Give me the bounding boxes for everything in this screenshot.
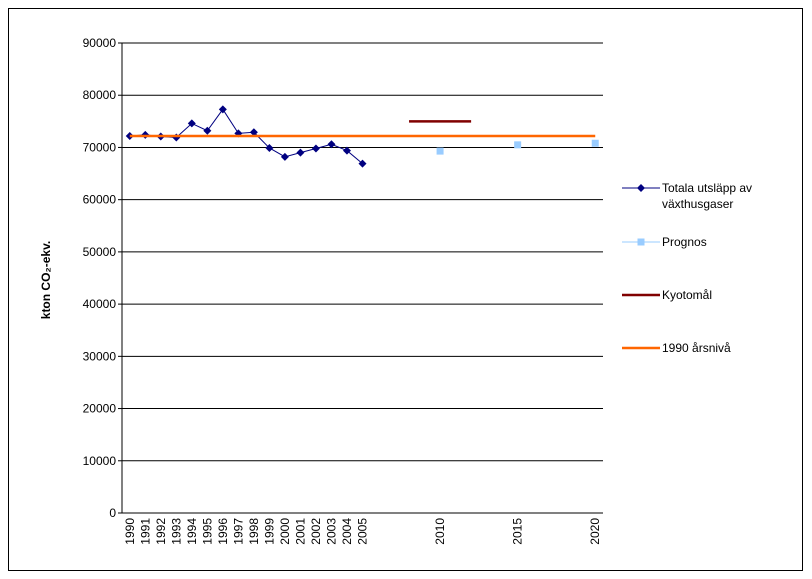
x-tick-label: 1994 xyxy=(185,518,199,545)
legend-label: Prognos xyxy=(662,235,707,249)
data-point xyxy=(249,128,258,137)
x-tick-label: 1995 xyxy=(200,518,214,545)
x-tick-label: 1990 xyxy=(123,518,137,545)
x-tick-label: 2001 xyxy=(293,518,307,545)
y-tick-label: 80000 xyxy=(83,88,117,102)
data-point xyxy=(327,140,336,149)
legend-swatch xyxy=(622,293,660,297)
y-tick-label: 50000 xyxy=(83,245,117,259)
y-tick-label: 40000 xyxy=(83,297,117,311)
data-point xyxy=(436,147,444,155)
y-tick-label: 70000 xyxy=(83,140,117,154)
x-tick-label: 2015 xyxy=(511,518,525,545)
y-tick-label: 90000 xyxy=(83,36,117,50)
data-point xyxy=(342,146,351,155)
legend-item: Prognos xyxy=(620,234,790,250)
data-point xyxy=(218,105,227,114)
data-point xyxy=(358,159,367,168)
x-tick-label: 1999 xyxy=(262,518,276,545)
x-tick-label: 2000 xyxy=(278,518,292,545)
x-tick-label: 2005 xyxy=(356,518,370,545)
x-tick-label: 1991 xyxy=(138,518,152,545)
data-point xyxy=(591,139,599,147)
data-point xyxy=(311,144,320,153)
data-point xyxy=(203,126,212,135)
chart-frame xyxy=(8,8,803,571)
x-tick-label: 2010 xyxy=(433,518,447,545)
y-tick-label: 30000 xyxy=(83,349,117,363)
x-tick-label: 1997 xyxy=(231,518,245,545)
x-tick-label: 2003 xyxy=(324,518,338,545)
legend-item: Totala utsläpp av växthusgaser xyxy=(620,180,790,212)
x-tick-label: 2002 xyxy=(309,518,323,545)
x-tick-label: 2004 xyxy=(340,518,354,545)
data-point xyxy=(280,152,289,161)
data-point xyxy=(296,148,305,157)
y-tick-label: 20000 xyxy=(83,402,117,416)
y-tick-label: 0 xyxy=(109,506,116,520)
y-axis-label: kton CO₂-ekv. xyxy=(39,241,53,319)
y-tick-label: 10000 xyxy=(83,454,117,468)
legend-swatch xyxy=(622,184,660,192)
legend-label: Totala utsläpp av växthusgaser xyxy=(662,181,753,211)
x-tick-label: 1992 xyxy=(154,518,168,545)
legend-label: Kyotomål xyxy=(662,288,713,302)
legend-item: Kyotomål xyxy=(620,287,790,303)
data-point xyxy=(265,143,274,152)
legend-label: 1990 årsnivå xyxy=(662,341,731,355)
y-tick-label: 60000 xyxy=(83,193,117,207)
x-tick-label: 1998 xyxy=(247,518,261,545)
data-point xyxy=(514,141,522,149)
legend-swatch xyxy=(622,238,660,246)
legend-swatch xyxy=(622,346,660,350)
x-tick-label: 2020 xyxy=(588,518,602,545)
legend-item: 1990 årsnivå xyxy=(620,340,790,356)
x-tick-label: 1996 xyxy=(216,518,230,545)
data-point xyxy=(187,119,196,128)
x-tick-label: 1993 xyxy=(169,518,183,545)
